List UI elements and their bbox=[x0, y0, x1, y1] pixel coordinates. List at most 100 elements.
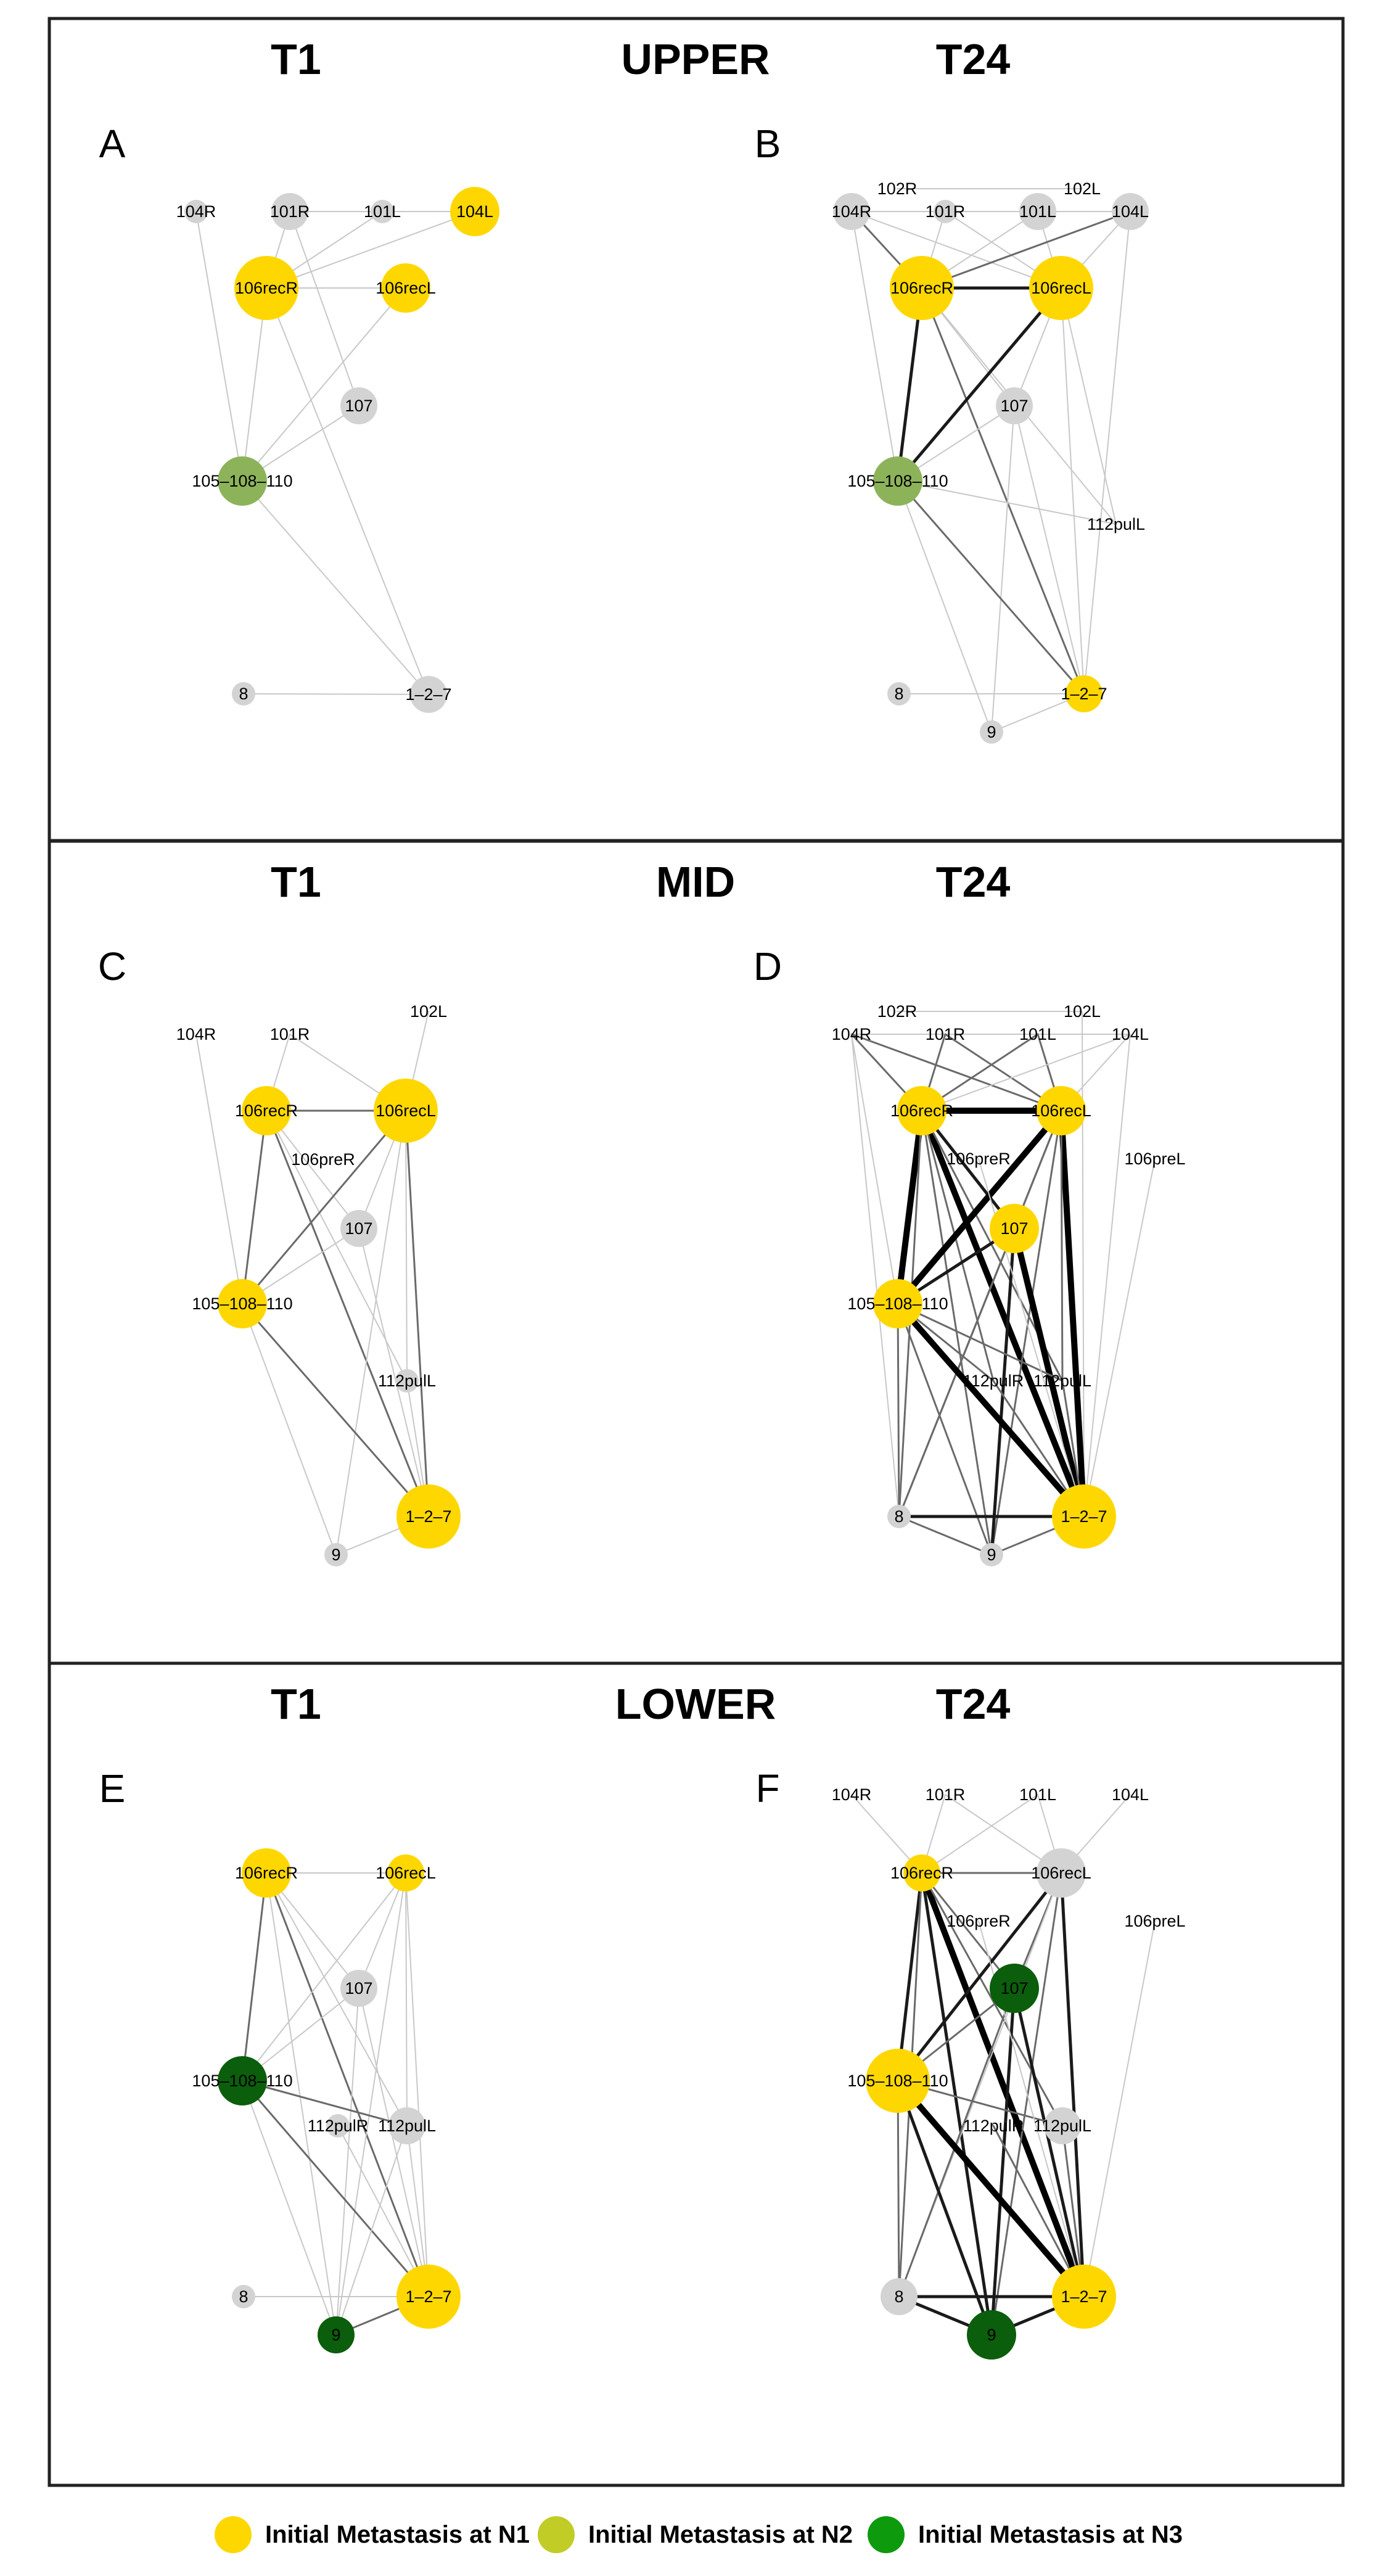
nodes: 102R 102L 104R 101R 101L 104L 106recR 106recL 10… bbox=[832, 179, 1149, 744]
node-label: 107 bbox=[345, 1219, 372, 1238]
edge-105-108-110-9 bbox=[897, 480, 992, 733]
row-frame bbox=[47, 1661, 1345, 2487]
node-label: 105–108–110 bbox=[192, 472, 292, 490]
node-marker bbox=[340, 1970, 377, 2007]
node-label: 104L bbox=[1112, 202, 1149, 221]
node-105-108-110: 105–108–110 bbox=[192, 456, 293, 506]
edge-8-9 bbox=[898, 1515, 993, 1556]
edge-106recr-107 bbox=[266, 1110, 359, 1229]
nodes: 102R 102L 104R 101R 101L 104L 106recR 106recL 10… bbox=[832, 1002, 1186, 1566]
node-101l: 101L bbox=[1019, 1025, 1056, 1043]
edge-105-108-110-112pull bbox=[241, 2080, 408, 2127]
node-label: 105–108–110 bbox=[192, 1294, 292, 1313]
edge-104r-105-108-110 bbox=[851, 1034, 898, 1304]
node-marker bbox=[887, 682, 911, 706]
edge-106recr-105-108-110 bbox=[896, 286, 924, 483]
node-label: 105–108–110 bbox=[847, 1294, 948, 1313]
node-1-2-7: 1–2–7 bbox=[1061, 675, 1107, 712]
node-label: 101L bbox=[1019, 1025, 1056, 1043]
node-106recr: 106recR bbox=[235, 1086, 298, 1135]
edge-107-1-2-7 bbox=[1012, 1986, 1086, 2298]
node-104r: 104R bbox=[832, 1025, 872, 1043]
edge-112pulr-1-2-7 bbox=[992, 2125, 1085, 2298]
edge-107-1-2-7 bbox=[1014, 405, 1085, 694]
node-8: 8 bbox=[881, 2278, 918, 2315]
node-label: 112pulR bbox=[308, 2117, 369, 2135]
node-105-108-110: 105–108–110 bbox=[847, 456, 948, 506]
node-1-2-7: 1–2–7 bbox=[396, 2265, 461, 2329]
row-mid: T1 MID T24 C 104R 101R 102L 106recR 106recL 106pr… bbox=[47, 839, 1345, 1665]
edge-106recr-1-2-7 bbox=[919, 1870, 1087, 2300]
edge-104r-105-108-110 bbox=[195, 211, 243, 482]
node-112pulr: 112pulR bbox=[963, 2117, 1024, 2135]
edge-107-1-2-7 bbox=[1011, 1225, 1087, 1520]
node-marker bbox=[326, 2114, 350, 2138]
edge-104l-106recr bbox=[921, 210, 1131, 289]
edge-105-108-110-1-2-7 bbox=[242, 480, 429, 695]
node-label: 106recR bbox=[890, 1101, 953, 1120]
nodes: 106recR 106recL 107 105–108–110 112pulR 112pu… bbox=[192, 1848, 461, 2353]
node-label: 8 bbox=[239, 685, 248, 703]
node-112pull: 112pulL bbox=[1087, 515, 1145, 533]
edge-105-108-110-8 bbox=[897, 2080, 900, 2298]
node-label: 101R bbox=[270, 202, 310, 221]
edge-106recl-1-2-7 bbox=[405, 1872, 429, 2297]
edge-105-108-110-1-2-7 bbox=[895, 1301, 1087, 1520]
node-marker bbox=[374, 1079, 438, 1143]
node-102l: 102L bbox=[1064, 179, 1101, 198]
node-1-2-7: 1–2–7 bbox=[1052, 2265, 1116, 2329]
panel-letter: E bbox=[99, 1766, 126, 1811]
edge-112pull-9 bbox=[335, 2125, 408, 2335]
node-107: 107 bbox=[340, 1970, 377, 2007]
node-112pull: 112pulL bbox=[378, 1369, 436, 1393]
node-label: 104L bbox=[1112, 1785, 1149, 1804]
edge-106recl-112pull bbox=[405, 1872, 408, 2126]
panel-letter: F bbox=[755, 1766, 779, 1811]
node-label: 9 bbox=[987, 2326, 996, 2344]
node-label: 107 bbox=[1000, 1979, 1028, 1998]
edge-106recr-105-108-110 bbox=[241, 1109, 268, 1305]
node-label: 105–108–110 bbox=[847, 2072, 948, 2090]
node-label: 107 bbox=[345, 397, 372, 415]
edge-106recl-105-108-110 bbox=[242, 1872, 406, 2081]
node-marker bbox=[184, 200, 208, 223]
node-102l: 102L bbox=[410, 1002, 447, 1021]
node-label: 9 bbox=[331, 1545, 340, 1564]
edge-106recl-105-108-110 bbox=[242, 287, 406, 482]
node-marker bbox=[218, 2056, 267, 2105]
edge-106recr-105-108-110 bbox=[896, 1871, 924, 2083]
node-9: 9 bbox=[967, 2310, 1016, 2360]
edge-106recr-1-2-7 bbox=[265, 1872, 430, 2298]
node-marker bbox=[967, 2310, 1016, 2360]
row-upper: T1 UPPER T24 A 104R 101R 101L 104L 106recR 106rec… bbox=[47, 17, 1345, 842]
node-label: 112pulR bbox=[963, 1372, 1024, 1390]
edge-107-9 bbox=[335, 1988, 359, 2335]
node-label: 106preR bbox=[291, 1150, 355, 1169]
edge-106recl-112pull bbox=[1061, 287, 1117, 525]
node-label: 8 bbox=[894, 1507, 903, 1526]
node-label: 106recR bbox=[235, 279, 298, 297]
node-8: 8 bbox=[232, 2285, 255, 2308]
legend-swatch bbox=[215, 2516, 252, 2553]
node-marker bbox=[873, 456, 922, 506]
node-112pulr: 112pulR bbox=[963, 1372, 1024, 1390]
edge-107-9 bbox=[990, 1986, 1016, 2337]
node-1-2-7: 1–2–7 bbox=[405, 676, 452, 713]
edge-104l-106recr bbox=[921, 1034, 1131, 1111]
node-106prer: 106preR bbox=[947, 1912, 1011, 1930]
legend-label: Initial Metastasis at N1 bbox=[265, 2521, 530, 2548]
header-location: UPPER bbox=[621, 35, 770, 83]
edge-106recr-1-2-7 bbox=[266, 287, 429, 695]
header-location: MID bbox=[656, 858, 735, 906]
panel-letter: B bbox=[755, 121, 781, 166]
node-label: 106preR bbox=[947, 1150, 1011, 1168]
node-8: 8 bbox=[232, 682, 255, 706]
panel-e: E 106recR 106recL 107 105–108–110 112pulR 112p… bbox=[99, 1766, 461, 2353]
node-106prel: 106preL bbox=[1124, 1150, 1185, 1168]
header-right-time: T24 bbox=[936, 1680, 1011, 1728]
node-marker bbox=[218, 1279, 267, 1328]
edges bbox=[241, 1872, 430, 2336]
edge-106recr-107 bbox=[920, 1109, 1016, 1230]
edge-106recl-105-108-110 bbox=[896, 286, 1063, 483]
